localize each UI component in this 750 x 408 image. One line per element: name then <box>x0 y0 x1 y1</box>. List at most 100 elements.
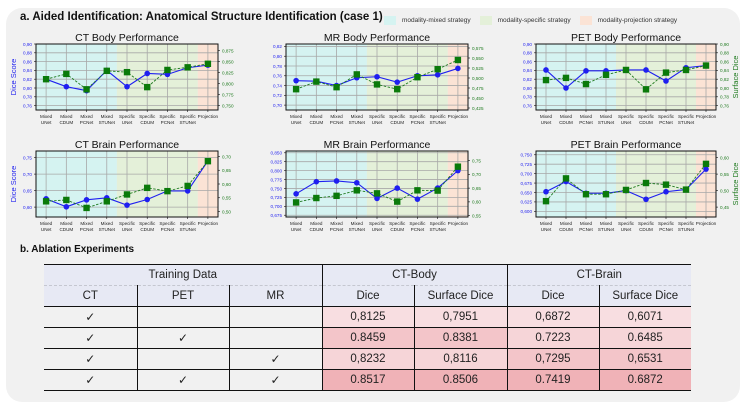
data-point-dice <box>394 185 401 191</box>
data-point-surface-dice <box>184 182 191 190</box>
x-tick-label: Specific <box>658 114 675 119</box>
x-tick-label: STUNet <box>678 120 695 125</box>
cell-value: 0,8116 <box>413 348 507 370</box>
region-specific <box>616 151 696 217</box>
x-tick-label: Mixed <box>60 114 73 119</box>
checkmark-icon: ✓ <box>177 331 189 345</box>
x-tick-label: Mixed <box>560 114 573 119</box>
data-point-dice <box>333 178 340 184</box>
x-tick-label: Specific <box>409 114 426 119</box>
data-point-surface-dice <box>562 175 570 182</box>
x-tick-label: Projection <box>448 221 469 226</box>
region-specific <box>616 44 696 110</box>
data-point-surface-dice <box>373 81 381 88</box>
x-tick-label: CDUM <box>59 227 73 232</box>
cell-value: 0.7223 <box>506 327 599 349</box>
cell-pet <box>136 348 229 370</box>
data-point-dice <box>353 179 360 186</box>
y-tick-label: 0,84 <box>23 68 32 73</box>
data-point-dice <box>583 68 589 74</box>
x-tick-label: UNet <box>122 120 133 125</box>
x-tick-label: Projection <box>448 114 469 119</box>
y-tick-label: 0,76 <box>273 74 282 79</box>
y-tick-label: 0,80 <box>273 54 282 59</box>
data-point-surface-dice <box>702 160 710 168</box>
data-point-surface-dice <box>184 64 191 71</box>
x-tick-label: Mixed <box>290 221 303 226</box>
x-tick-label: PCNet <box>161 227 175 232</box>
y-tick-label: 0,78 <box>23 95 32 100</box>
x-tick-label: UNet <box>372 120 383 125</box>
x-tick-label: CDUM <box>390 227 404 232</box>
data-point-surface-dice <box>164 187 171 195</box>
data-point-surface-dice <box>582 80 590 88</box>
y2-tick-label: 0,750 <box>222 103 234 108</box>
data-point-surface-dice <box>83 204 90 212</box>
y-tick-label: 0,70 <box>273 103 282 108</box>
data-point-dice <box>643 67 649 73</box>
cell-value: 0.6872 <box>598 369 691 391</box>
x-tick-label: Specific <box>409 221 426 226</box>
x-tick-label: STUNet <box>349 227 366 232</box>
data-point-dice <box>313 178 320 185</box>
y2-tick-label: 0,84 <box>720 68 729 73</box>
y2-tick-label: 0,875 <box>222 48 234 53</box>
y-tick-label: 0,82 <box>273 44 282 49</box>
y2-tick-label: 0,86 <box>720 59 729 64</box>
legend-label-mixed: modality-mixed strategy <box>402 17 471 24</box>
x-tick-label: Mixed <box>540 221 553 226</box>
table-body: ✓ 0,8125 0,7951 0,6872 0,6071 ✓ ✓ 0.8459 0.8381 0… <box>44 306 691 391</box>
x-tick-label: Specific <box>119 221 136 226</box>
header-training-data: Training Data <box>44 264 322 286</box>
y2-tick-label: 0,70 <box>472 172 481 177</box>
data-point-dice <box>543 67 549 73</box>
data-point-surface-dice <box>144 83 151 91</box>
legend-item-specific: modality-specific strategy <box>479 16 575 25</box>
x-tick-label: Mixed <box>101 114 114 119</box>
data-point-surface-dice <box>602 191 610 198</box>
y-axis-label: Dice Score <box>9 59 18 96</box>
legend-swatch-specific <box>479 16 492 25</box>
x-tick-label: Specific <box>369 114 386 119</box>
checkmark-icon: ✓ <box>270 352 281 366</box>
cell-value: 0,6872 <box>506 306 599 328</box>
x-tick-label: Specific <box>369 221 386 226</box>
table-row: ✓ ✓ 0,8232 0,8116 0,7295 0,6531 <box>44 348 691 370</box>
data-point-dice <box>144 70 151 77</box>
x-tick-label: Mixed <box>330 221 343 226</box>
x-tick-label: PCNet <box>330 120 344 125</box>
y2-tick-label: 0,76 <box>720 103 729 108</box>
x-tick-label: Projection <box>198 221 219 226</box>
x-tick-label: UNet <box>41 120 52 125</box>
data-point-surface-dice <box>582 191 590 198</box>
x-tick-label: UNet <box>541 120 552 125</box>
data-point-surface-dice <box>103 198 110 205</box>
y-tick-label: 0,84 <box>523 68 532 73</box>
x-tick-label: Specific <box>678 221 695 226</box>
legend-label-specific: modality-specific strategy <box>497 17 571 24</box>
checkmark-icon: ✓ <box>85 331 96 345</box>
cell-value: 0,6531 <box>598 348 691 370</box>
data-point-surface-dice <box>542 197 550 205</box>
y-tick-label: 0,750 <box>271 186 283 191</box>
x-tick-label: Mixed <box>580 114 593 119</box>
y2-axis-label: Surface Dice <box>731 163 740 206</box>
header-ct-body-dice: Dice <box>321 285 414 307</box>
x-tick-label: Mixed <box>560 221 573 226</box>
data-point-surface-dice <box>642 86 650 93</box>
data-point-surface-dice <box>63 196 70 204</box>
y-tick-label: 0,76 <box>23 103 32 108</box>
y-tick-label: 0,90 <box>23 42 32 47</box>
cell-value: 0,6071 <box>598 306 691 328</box>
header-pet: PET <box>136 285 229 307</box>
y2-tick-label: 0,60 <box>472 200 481 205</box>
y2-tick-label: 0,50 <box>720 188 729 193</box>
chart-title: MR Body Performance <box>324 32 430 44</box>
y-tick-label: 0,650 <box>521 190 533 195</box>
y2-tick-label: 0,500 <box>472 76 484 81</box>
y2-tick-label: 0,88 <box>720 51 729 56</box>
data-point-dice <box>124 83 130 90</box>
data-point-surface-dice <box>394 86 401 93</box>
data-point-dice <box>124 202 130 208</box>
header-ct-brain: CT-Brain <box>506 264 691 286</box>
